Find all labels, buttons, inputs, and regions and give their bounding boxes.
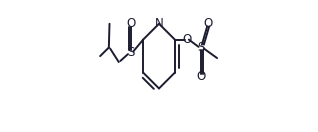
- Text: N: N: [155, 17, 163, 30]
- Text: O: O: [126, 17, 135, 30]
- Text: O: O: [197, 70, 206, 83]
- Text: O: O: [203, 17, 212, 30]
- Text: O: O: [182, 33, 191, 46]
- Text: S: S: [127, 46, 134, 59]
- Text: S: S: [197, 41, 205, 54]
